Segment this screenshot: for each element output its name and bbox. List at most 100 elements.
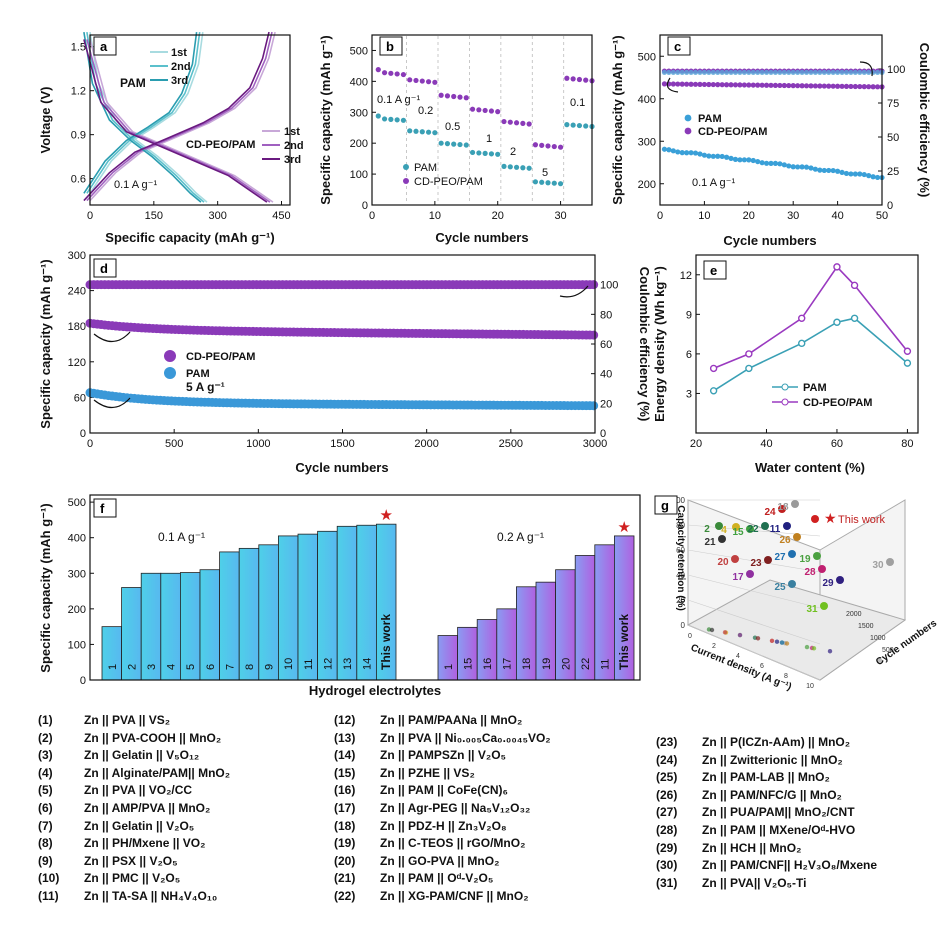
pam-capacity-point <box>688 150 694 156</box>
retention-point <box>836 576 844 584</box>
cd-charge-curve-2 <box>86 31 273 202</box>
z-tick-label: 0 <box>681 621 686 630</box>
group1-bar-label: 12 <box>322 658 334 670</box>
x-tick-label: 300 <box>208 210 226 222</box>
pam-capacity-point <box>715 153 721 159</box>
reference-text: Zn || Alginate/PAM|| MnO₂ <box>84 765 231 780</box>
panel-d-badge: d <box>93 258 117 278</box>
panel-c-frame <box>659 34 883 206</box>
pam-capacity-point <box>812 166 818 172</box>
pam-point <box>507 164 513 170</box>
reference-entry: (21) Zn || PAM || Oᵈ-V₂O₅ <box>334 870 551 888</box>
pam-ce-point <box>790 69 796 75</box>
pam-point <box>583 123 589 129</box>
retention-point-label: 15 <box>732 527 744 538</box>
group2-bar-label: 22 <box>580 658 592 670</box>
y-axis-label: Energy density (Wh kg⁻¹) <box>652 266 667 422</box>
pam-point <box>463 142 469 148</box>
floor-projection-point <box>722 630 728 635</box>
legend-cd-marker <box>781 398 789 406</box>
pam-capacity-point <box>852 171 858 177</box>
y-tick-label: 12 <box>680 270 692 282</box>
reference-number: (30) <box>656 858 678 873</box>
retention-point <box>761 522 769 530</box>
cd-capacity-point <box>746 82 752 88</box>
retention-point-label: 28 <box>804 567 816 578</box>
y-tick-label: 9 <box>686 309 692 321</box>
retention-point <box>732 523 740 531</box>
pam-capacity-point <box>661 146 668 152</box>
x-tick-label: 0 <box>87 210 93 222</box>
y-tick-label: 0 <box>80 428 86 440</box>
reference-entry: (23) Zn || P(ICZn-AAm) || MnO₂ <box>656 734 877 752</box>
x-tick-label: 80 <box>901 438 913 450</box>
y-tick-label: 1500 <box>858 623 874 630</box>
group2-bar-label: This work <box>617 614 631 670</box>
cd-capacity-point <box>732 82 739 88</box>
floor-projection-point <box>827 649 833 654</box>
pam-point <box>576 122 583 129</box>
pam-point <box>709 387 718 395</box>
cd-capacity-point <box>701 81 707 88</box>
cd-capacity-point <box>803 83 810 89</box>
x-tick-label: 10 <box>698 210 710 222</box>
pam-ce-point <box>737 69 743 75</box>
reference-entry: (12) Zn || PAM/PAANa || MnO₂ <box>334 712 551 730</box>
x-tick-label: 1500 <box>330 438 354 450</box>
reference-entry: (8) Zn || PH/Mxene || VO₂ <box>38 835 230 853</box>
reference-text: Zn || PUA/PAM|| MnO₂/CNT <box>702 805 855 820</box>
pam-capacity-point <box>799 164 805 170</box>
pam-ce-point <box>852 69 858 75</box>
pam-point <box>903 359 912 367</box>
legend-pam-marker <box>781 383 789 391</box>
pam-ce-point <box>874 69 881 75</box>
reference-text: Zn || PDZ-H || Zn₃V₂O₈ <box>380 818 507 833</box>
group1-bar-label: 3 <box>146 664 158 670</box>
cd-capacity-point <box>710 81 716 88</box>
reference-text: Zn || TA-SA || NH₄V₄O₁₀ <box>84 888 218 903</box>
pam-point <box>557 181 564 187</box>
retention-point <box>813 552 821 560</box>
pam-capacity-point <box>759 160 765 166</box>
reference-entry: (14) Zn || PAMPSZn || V₂O₅ <box>334 747 551 765</box>
cd-point <box>903 347 912 355</box>
y-axis-label: Specific capacity (mAh g⁻¹) <box>318 35 333 204</box>
pam-point <box>457 141 463 148</box>
cd-charge-curve-3 <box>83 31 270 202</box>
this-work-label: This work <box>838 514 886 526</box>
reference-text: Zn || PVA || Ni₀.₀₀₅Ca₀.₀₀₄₅VO₂ <box>380 730 551 745</box>
retention-point <box>788 580 796 588</box>
group2-bar-label: 1 <box>443 664 455 670</box>
group1-bar <box>317 530 338 681</box>
retention-point <box>715 522 723 530</box>
pam-point <box>425 129 432 135</box>
y-tick-label: 0.6 <box>71 174 86 186</box>
rate-label: 0.1 A g⁻¹ <box>114 179 157 191</box>
pam-capacity-point <box>866 173 872 179</box>
reference-number: (17) <box>334 800 356 815</box>
reference-number: (1) <box>38 713 53 727</box>
panel-c-badge: c <box>667 36 691 56</box>
retention-point-label: 18 <box>777 502 789 513</box>
reference-number: (29) <box>656 840 678 855</box>
x-axis-label: Cycle numbers <box>295 460 388 475</box>
pam-point <box>388 116 394 122</box>
z-tick-label: 20 <box>676 596 685 605</box>
cd-capacity-point <box>688 81 694 87</box>
group1-bar <box>238 547 260 681</box>
cd-capacity-point <box>684 81 690 87</box>
pam-capacity-point <box>724 154 730 160</box>
pam-point <box>513 164 520 170</box>
group1-bar-label: 4 <box>166 664 178 670</box>
x-tick-label: 3000 <box>583 438 607 450</box>
cd-capacity-point <box>795 83 801 89</box>
pam-capacity-point <box>835 168 841 174</box>
cd-discharge-curve-3 <box>83 39 268 203</box>
group2-bar-label: 19 <box>541 658 553 670</box>
cd-capacity-point <box>790 83 796 89</box>
pam-ce-point <box>808 69 814 75</box>
pam-capacity-point <box>808 165 814 171</box>
pam-ce-point <box>724 69 730 75</box>
pam-capacity-point <box>692 150 699 156</box>
group2-bar-label: 15 <box>462 658 474 670</box>
